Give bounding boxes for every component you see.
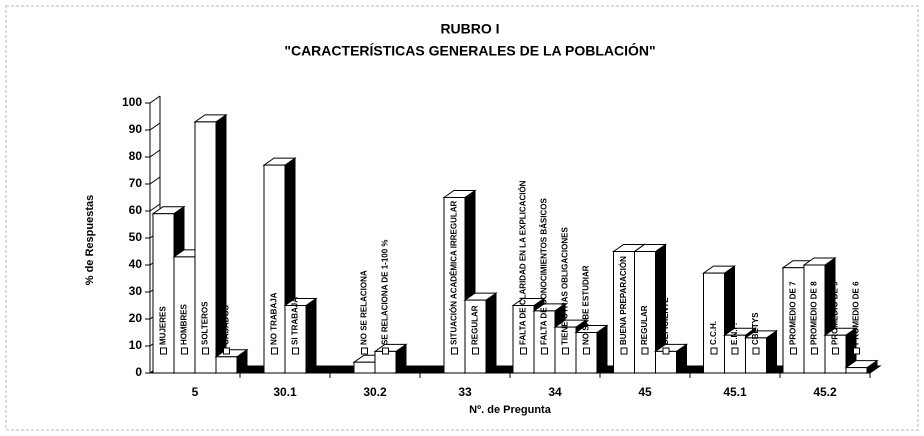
label-box [271,347,278,355]
bar-label: SITUACIÓN ACADÉMICA IRREGULAR [450,200,459,345]
bar [845,367,868,374]
y-tick-label: 60 [129,203,143,217]
label-box [472,347,479,355]
x-tick-label: 45.1 [723,385,747,399]
x-tick-label: 30.2 [363,385,387,399]
bar-label: REGULAR [640,305,649,345]
label-box [662,347,670,355]
bar [263,164,286,374]
bar [745,337,767,374]
y-tick-label: 80 [129,149,143,163]
label-box [811,347,818,355]
y-tick-depth [149,95,161,104]
label-box [710,347,718,355]
y-tick-label: 10 [129,338,143,352]
bar-label: FALTA DE CONOCIMIENTOS BÁSICOS [540,198,549,345]
label-box [853,347,860,355]
label-box [832,347,839,355]
label-box [641,347,649,355]
label-box [382,347,389,355]
bar-label: NO SABE ESTUDIAR [582,265,591,345]
x-tick-label: 34 [548,385,562,399]
y-tick-depth [149,149,161,158]
label-box [361,347,368,355]
bar-label: HOMBRES [180,303,189,345]
bar [353,361,376,374]
y-tick-label: 20 [129,311,143,325]
y-tick-label: 70 [129,176,143,190]
bar-label: MUJERES [159,306,168,345]
bar [443,197,466,374]
label-box [292,347,299,355]
bar-label: E.N.P. [730,323,739,345]
label-box [620,347,628,355]
bar [803,264,826,374]
bar-label: NO TRABAJA [270,292,279,345]
label-box [731,347,739,355]
y-tick-label: 30 [129,284,143,298]
bar-label: PROMEDIO DE 7 [789,281,798,345]
bar [284,305,307,374]
y-tick-label: 90 [129,122,143,136]
y-tick-depth [149,122,161,131]
x-axis-label: Nº. de Pregunta [469,404,552,416]
bar [634,251,656,374]
chart-title: RUBRO I [440,21,499,37]
bar-label: SOLTEROS [201,301,210,345]
bar-side [305,297,317,374]
x-tick-label: 5 [192,385,199,399]
label-box [451,347,458,355]
bar-side [596,324,608,374]
label-box [202,347,209,355]
label-box [562,347,569,355]
y-tick-label: 50 [129,230,143,244]
label-box [520,347,527,355]
y-tick-depth [149,176,161,185]
bar-label: NO SE RELACIONA [360,270,369,345]
bar-side [485,292,497,374]
label-box [583,347,590,355]
x-tick-label: 45.2 [813,385,837,399]
bar-label: PROMEDIO DE 8 [810,281,819,345]
bar-label: FALTA DE CLARIDAD EN LA EXPLICACIÓN [519,180,528,345]
bar [655,350,677,374]
bar-label: PROMEDIO DE 6 [852,281,861,345]
x-tick-label: 33 [458,385,472,399]
y-tick-label: 40 [129,257,143,271]
label-box [752,347,760,355]
label-box [181,347,188,355]
label-box [160,347,167,355]
x-tick-label: 45 [638,385,652,399]
y-tick-label: 100 [122,95,142,109]
bar-label: BUENA PREPARACIÓN [619,256,628,345]
bar [215,356,238,374]
bar [194,121,217,374]
y-axis-label: % de Respuestas [84,195,96,285]
bar [703,272,725,374]
x-tick-label: 30.1 [273,385,297,399]
chart-subtitle: "CARACTERÍSTICAS GENERALES DE LA POBLACI… [284,42,655,59]
bar-label: DEFICIENTE [661,297,670,345]
bar-label: CBETYS [751,312,760,345]
bar [374,350,397,374]
y-tick-label: 0 [135,365,142,379]
bar-label: REGULAR [471,305,480,345]
bar-label: PROMEDIO DE 9 [831,281,840,345]
bar [464,299,487,374]
label-box [790,347,797,355]
bar-label: SI TRABAJA [291,297,300,345]
label-box [541,347,548,355]
bar-label: SE RELACIONA DE 1-100 % [381,239,390,345]
bar-label: CASADOS [222,304,231,345]
y-tick-depth [149,203,161,212]
bar-label: C.C.H. [709,321,718,345]
label-box [223,347,230,355]
bar-label: TIENE OTRAS OBLIGACIONES [561,227,570,345]
